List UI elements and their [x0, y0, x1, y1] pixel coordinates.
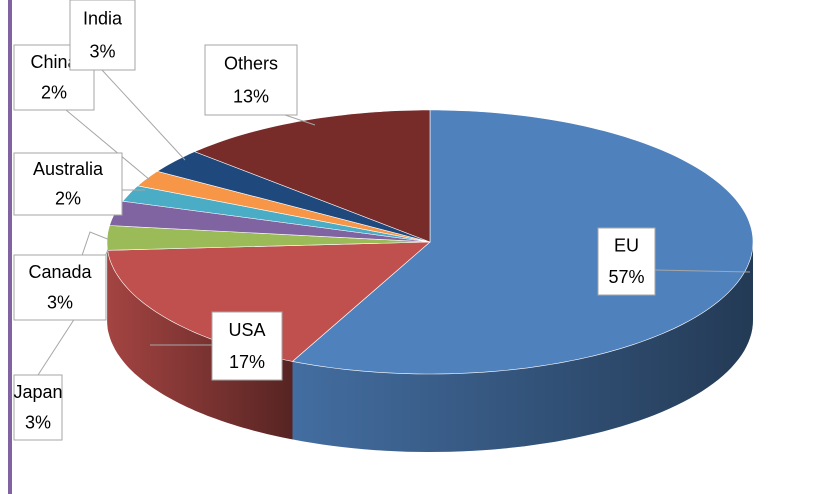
category-label: China [30, 52, 78, 72]
value-label: 57% [608, 267, 644, 287]
slice [137, 170, 431, 243]
value-label: 2% [55, 188, 81, 208]
category-label: Australia [33, 159, 104, 179]
left-border [8, 0, 12, 494]
value-label: 17% [229, 352, 265, 372]
leader-line [654, 269, 751, 273]
slice [122, 185, 431, 243]
category-label: EU [614, 236, 639, 256]
label-box [69, 0, 136, 71]
slice-side-shade [107, 242, 108, 329]
label-box [13, 374, 63, 441]
category-label: Others [224, 53, 278, 73]
leader-line [101, 69, 186, 161]
label-box [13, 152, 123, 216]
category-label: India [83, 8, 123, 28]
value-label: 2% [41, 83, 67, 103]
value-label: 3% [89, 41, 115, 61]
slice [156, 151, 431, 243]
category-label: Canada [28, 262, 92, 282]
data-labels: Japan 3% Canada 3% Australia 2% China 2% EU 57% US… [13, 0, 656, 441]
label-box [13, 254, 107, 321]
label-box [597, 227, 656, 296]
category-label: Japan [13, 382, 62, 402]
value-label: 3% [47, 293, 73, 313]
leader-line [65, 109, 151, 181]
value-label: 13% [233, 86, 269, 106]
slice [106, 225, 431, 251]
slice-side-shade [292, 242, 753, 452]
slice [291, 109, 754, 375]
label-box [204, 44, 298, 116]
value-label: 3% [25, 413, 51, 433]
leader-lines [37, 69, 751, 376]
leader-line [284, 114, 316, 126]
label-box [211, 311, 283, 381]
category-label: USA [228, 320, 265, 340]
pie-tops [106, 109, 754, 375]
